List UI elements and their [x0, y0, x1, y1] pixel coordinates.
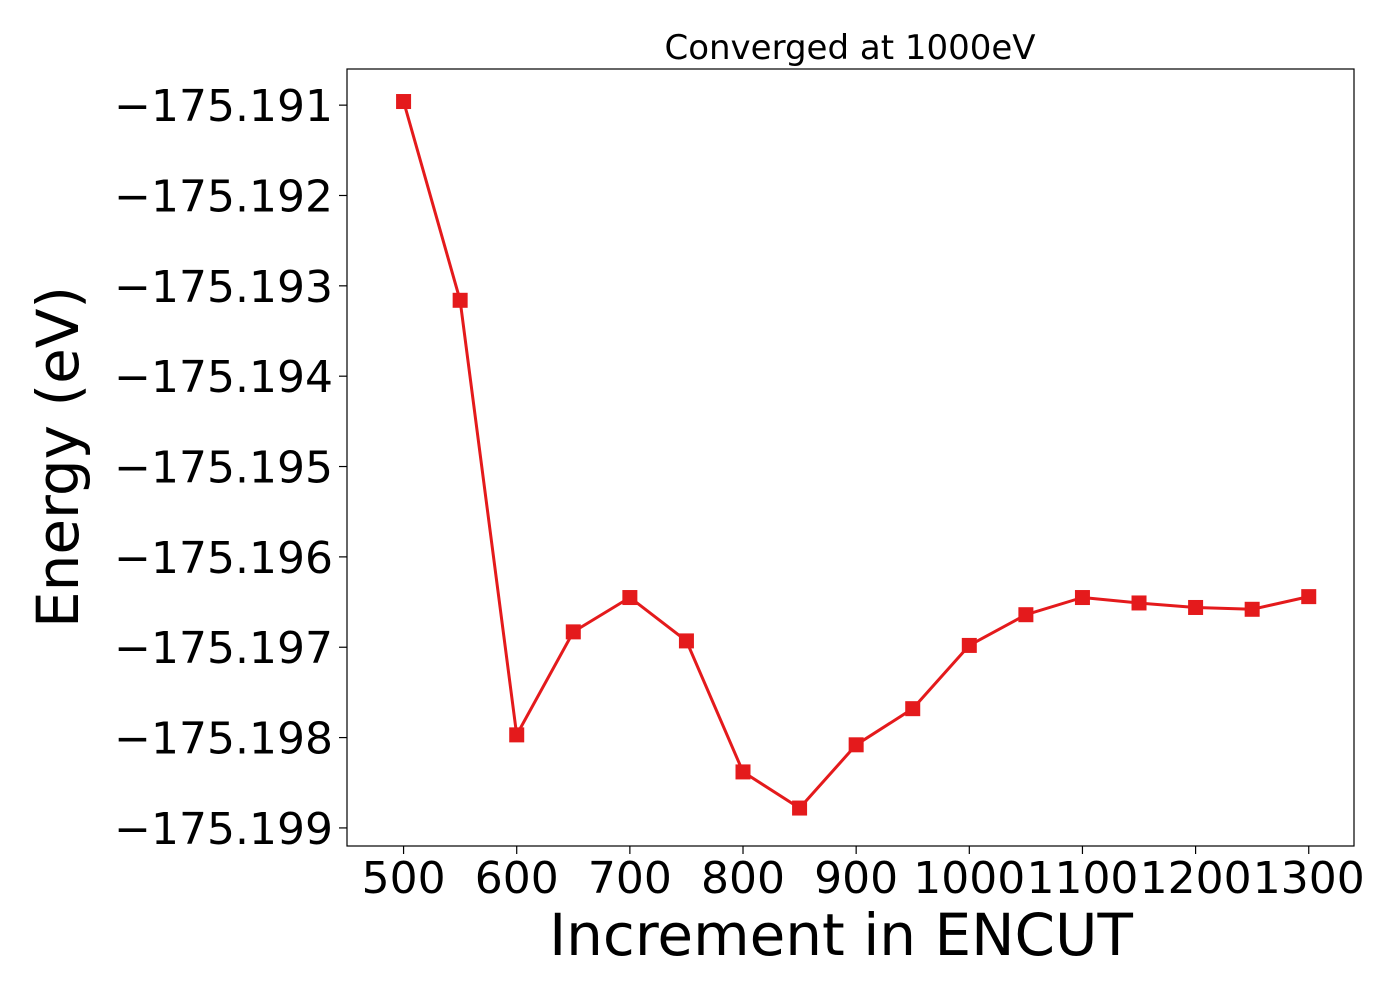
y-tick-label: −175.196	[114, 533, 333, 584]
y-tick-label: −175.197	[114, 623, 333, 674]
data-point	[905, 701, 921, 717]
x-tick-label: 800	[701, 853, 785, 904]
y-tick-label: −175.193	[114, 262, 333, 313]
data-point	[1074, 590, 1090, 606]
y-tick-label: −175.191	[114, 81, 333, 132]
data-point	[565, 624, 581, 640]
y-tick-label: −175.195	[114, 443, 333, 494]
chart-title: Converged at 1000eV	[664, 28, 1035, 68]
series-energy	[396, 94, 1317, 816]
data-point	[1131, 595, 1147, 611]
data-point	[509, 727, 525, 743]
y-tick-label: −175.198	[114, 714, 333, 765]
y-tick-label: −175.192	[114, 171, 333, 222]
x-tick-label: 1200	[1140, 853, 1252, 904]
data-point	[848, 737, 864, 753]
x-axis-label: Increment in ENCUT	[549, 901, 1133, 969]
x-tick-label: 900	[814, 853, 898, 904]
data-point	[1244, 601, 1260, 617]
data-point	[622, 590, 638, 606]
y-tick-label: −175.194	[114, 352, 333, 403]
data-point	[396, 94, 412, 110]
data-point	[735, 764, 751, 780]
data-point	[1301, 589, 1317, 605]
x-tick-label: 1100	[1026, 853, 1138, 904]
x-tick-label: 1000	[913, 853, 1025, 904]
data-point	[792, 800, 808, 816]
data-point	[678, 633, 694, 649]
x-tick-label: 500	[362, 853, 446, 904]
data-point	[452, 292, 468, 308]
y-axis-ticks: −175.191 −175.192 −175.193 −175.194 −175.195…	[114, 81, 347, 855]
x-tick-label: 700	[588, 853, 672, 904]
data-point	[1018, 607, 1034, 623]
x-tick-label: 600	[475, 853, 559, 904]
y-tick-label: −175.199	[114, 804, 333, 855]
data-point	[1188, 599, 1204, 615]
plot-frame	[346, 68, 1355, 847]
x-axis-ticks: 500 600 700 800 900 1000 1100 1200 1300	[362, 846, 1365, 904]
x-tick-label: 1300	[1253, 853, 1365, 904]
y-axis-label: Energy (eV)	[24, 286, 92, 628]
data-point	[961, 637, 977, 653]
series-line	[402, 101, 1310, 810]
